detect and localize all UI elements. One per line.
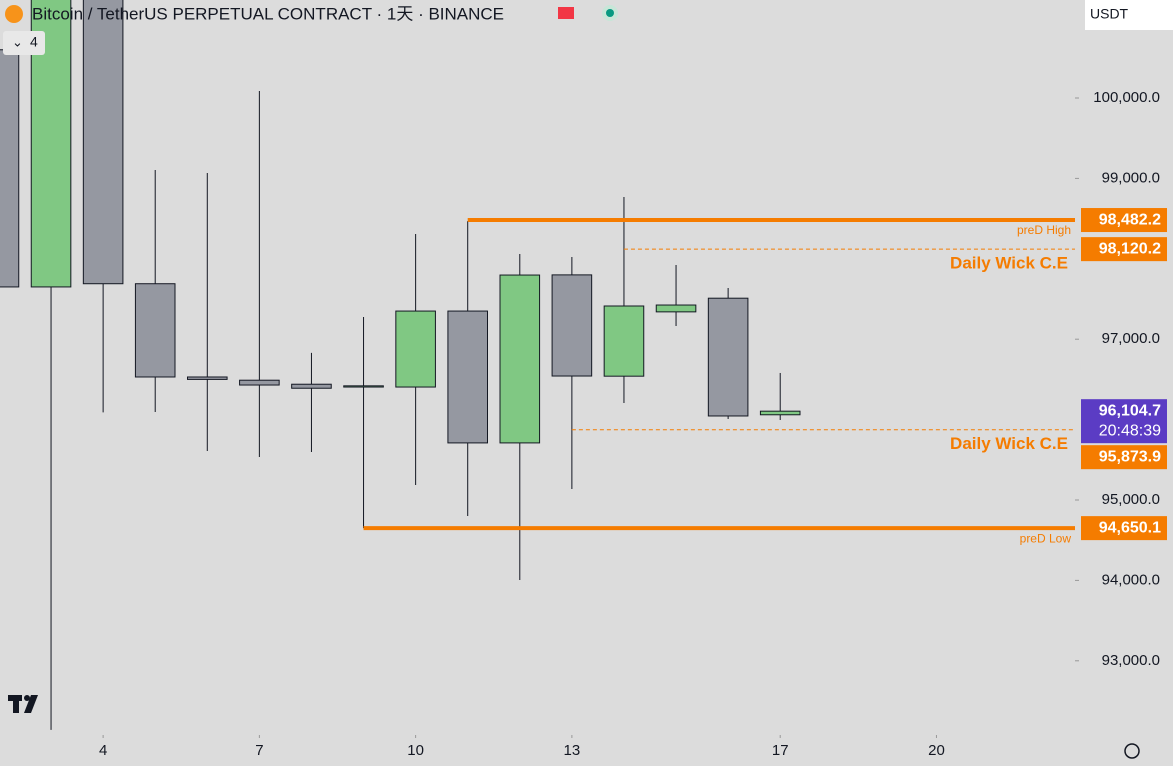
coin-icon [5, 5, 23, 23]
toggle-chevron: ⌄ [12, 34, 23, 49]
candle-body [239, 379, 280, 386]
indicator-toggle[interactable] [3, 31, 45, 55]
x-tick-label: 10 [407, 742, 424, 759]
x-tick-label: 4 [99, 742, 107, 759]
candle-body [759, 410, 801, 416]
level-tag [1081, 445, 1167, 470]
candle-body [291, 383, 332, 389]
level-tag-label: 94,650.1 [1099, 519, 1161, 536]
plot-area [0, 0, 801, 730]
candle-body [82, 0, 124, 285]
candle-body [187, 376, 228, 380]
y-tick-label: 97,000.0 [1102, 330, 1160, 347]
status-dot-inner [606, 9, 614, 17]
level-tag [1081, 237, 1167, 262]
tv-logo [8, 695, 38, 713]
candle-body [343, 385, 384, 388]
candle-body [0, 49, 20, 288]
level-name: preD High [1017, 223, 1071, 237]
level-tag-label: 98,482.2 [1099, 211, 1161, 228]
indicator-count: 4 [30, 34, 38, 50]
y-tick-label: 99,000.0 [1102, 169, 1160, 186]
symbol-title[interactable]: Bitcoin / TetherUS PERPETUAL CONTRACT · … [32, 4, 504, 23]
level-name: Daily Wick C.E [950, 434, 1068, 453]
candle-body [499, 274, 541, 444]
level-tag [1081, 516, 1167, 541]
currency-box[interactable] [1085, 0, 1173, 30]
x-tick-label: 20 [928, 742, 945, 759]
x-tick-label: 13 [564, 742, 581, 759]
y-tick-label: 93,000.0 [1102, 652, 1160, 669]
candle-body [707, 297, 749, 417]
candle-body [551, 274, 593, 377]
last-price-label: 96,104.7 [1099, 402, 1161, 419]
level-tag-label: 95,873.9 [1099, 448, 1161, 465]
last-price-tag [1081, 399, 1167, 444]
candle-body [603, 305, 645, 377]
flag-icon[interactable] [558, 7, 574, 19]
y-tick-label: 94,000.0 [1102, 571, 1160, 588]
currency[interactable]: USDT [1090, 6, 1129, 22]
candle-body [395, 310, 436, 388]
candle-body [134, 283, 176, 378]
candle-body [447, 310, 488, 444]
candle-body [655, 304, 697, 313]
x-tick-label: 7 [255, 742, 263, 759]
countdown: 20:48:39 [1099, 422, 1161, 439]
y-tick-label: 100,000.0 [1093, 89, 1160, 106]
level-tag [1081, 208, 1167, 233]
level-name: preD Low [1020, 531, 1072, 545]
x-tick-label: 17 [772, 742, 789, 759]
level-name: Daily Wick C.E [950, 254, 1068, 273]
settings-icon[interactable] [1124, 743, 1140, 759]
y-tick-label: 95,000.0 [1102, 491, 1160, 508]
level-tag-label: 98,120.2 [1099, 240, 1161, 257]
